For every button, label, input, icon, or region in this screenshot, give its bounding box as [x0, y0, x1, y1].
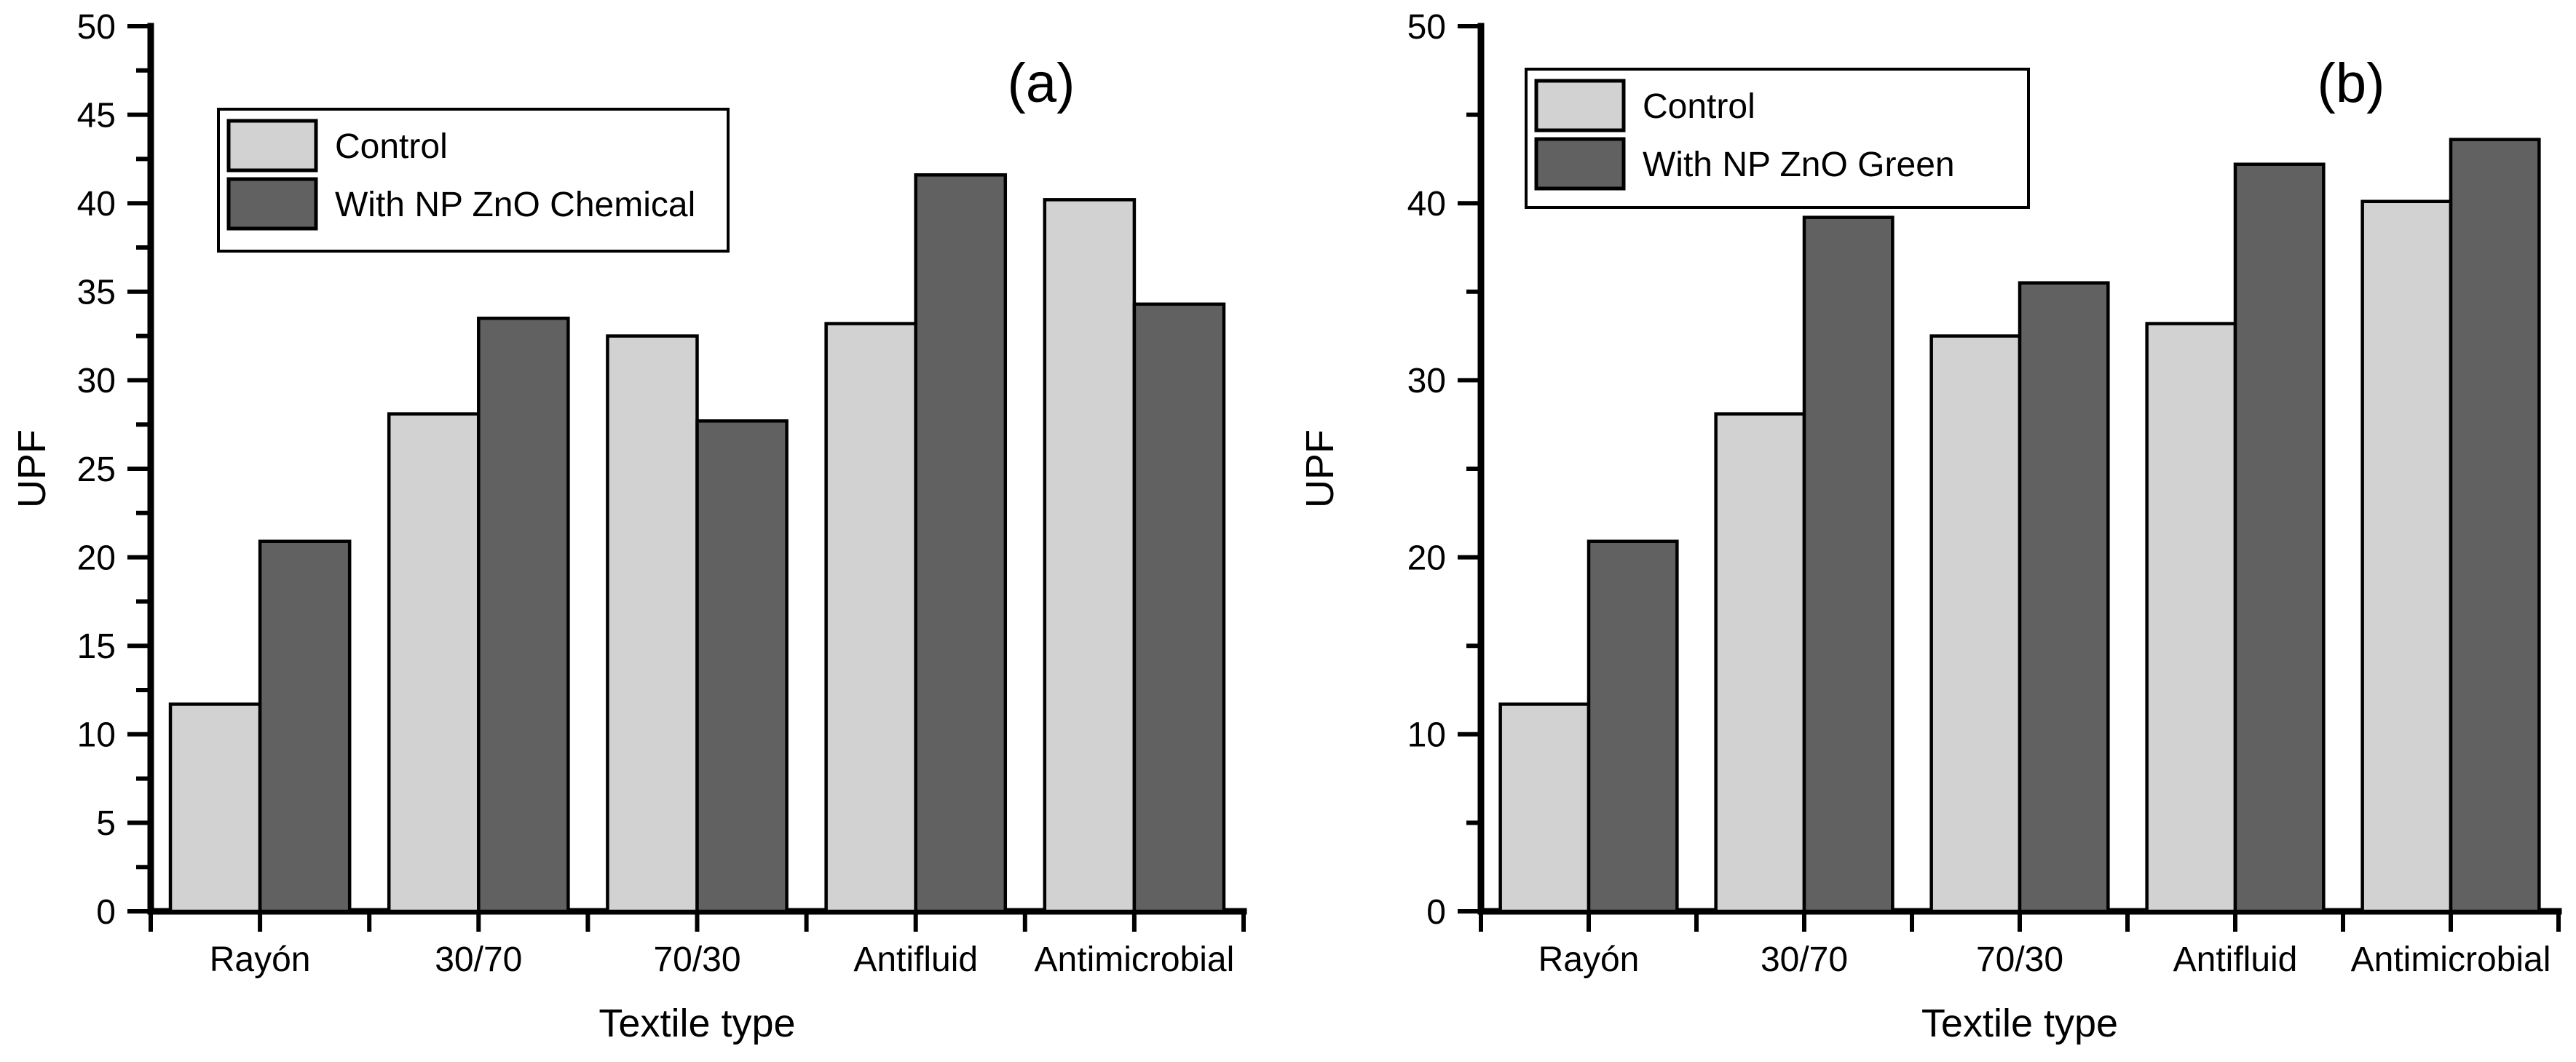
bar-series1-cat2 [2018, 281, 2110, 914]
x-axis-title: Textile type [1921, 1002, 2118, 1045]
x-category-label: Antifluid [2173, 940, 2298, 979]
y-tick-label: 30 [77, 362, 116, 400]
y-tick-label: 15 [77, 627, 116, 666]
y-axis-title: UPF [10, 429, 54, 508]
bar-series1-cat1 [1802, 215, 1895, 914]
bar-series0-cat3 [2145, 322, 2237, 914]
y-tick-label: 50 [1407, 8, 1446, 47]
x-category-label: 30/70 [1761, 940, 1848, 979]
legend-label-1: With NP ZnO Green [1643, 146, 1955, 184]
bar-series1-cat1 [477, 317, 570, 914]
bar-series0-cat1 [387, 412, 481, 914]
x-category-label: 70/30 [1976, 940, 2063, 979]
x-category-label: 30/70 [435, 940, 522, 979]
x-axis-title: Textile type [598, 1002, 795, 1045]
panel-letter-label: (a) [1008, 52, 1075, 114]
x-category-label: 70/30 [653, 940, 740, 979]
x-category-label: Rayón [1538, 940, 1640, 979]
bar-series1-cat0 [258, 539, 352, 914]
y-tick-label: 45 [77, 96, 116, 135]
bar-series0-cat2 [1929, 334, 2022, 914]
legend-swatch-0 [226, 119, 318, 173]
x-category-label: Antifluid [853, 940, 978, 979]
bar-series1-cat2 [695, 419, 789, 914]
y-tick-label: 35 [77, 274, 116, 312]
y-tick-label: 10 [77, 716, 116, 755]
bar-series0-cat4 [1043, 198, 1137, 914]
bar-series1-cat3 [2233, 162, 2326, 914]
legend-swatch-0 [1534, 79, 1626, 132]
legend-swatch-1 [226, 177, 318, 231]
y-tick-label: 25 [77, 451, 116, 489]
legend-swatch-1 [1534, 137, 1626, 191]
y-tick-label: 40 [77, 185, 116, 223]
bar-series0-cat1 [1714, 412, 1806, 914]
bar-series0-cat4 [2360, 199, 2453, 914]
bar-series1-cat4 [2449, 138, 2541, 914]
legend-label-0: Control [1643, 87, 1755, 126]
bar-series0-cat0 [1498, 702, 1591, 914]
y-tick-label: 10 [1407, 716, 1446, 755]
x-category-label: Rayón [210, 940, 311, 979]
y-tick-label: 40 [1407, 185, 1446, 223]
y-tick-label: 20 [77, 539, 116, 577]
chart-panel-b: 0 10 20 30 40 50 Rayón 30/70 70/30 Antifluid Antim… [1298, 8, 2562, 1045]
y-tick-label: 5 [96, 804, 116, 843]
y-axis-title: UPF [1298, 429, 1342, 508]
y-tick-label: 0 [1426, 893, 1446, 932]
legend-label-1: With NP ZnO Chemical [335, 186, 695, 224]
y-tick-label: 20 [1407, 539, 1446, 577]
bar-series1-cat4 [1132, 302, 1226, 914]
bar-series0-cat2 [606, 334, 699, 914]
bar-series0-cat3 [824, 322, 917, 914]
x-category-label: Antimicrobial [1035, 940, 1235, 979]
x-category-label: Antimicrobial [2351, 940, 2551, 979]
bar-series1-cat3 [914, 173, 1008, 914]
y-tick-label: 30 [1407, 362, 1446, 400]
panel-letter-label: (b) [2318, 52, 2385, 114]
legend-label-0: Control [335, 127, 448, 166]
y-tick-label: 0 [96, 893, 116, 932]
bar-series0-cat0 [168, 702, 262, 914]
y-tick-label: 50 [77, 8, 116, 47]
bar-series1-cat0 [1587, 539, 1679, 914]
chart-panel-a: 0 5 10 15 20 25 30 35 40 45 50 Rayón 30/70 70/30 Antif… [10, 8, 1247, 1045]
